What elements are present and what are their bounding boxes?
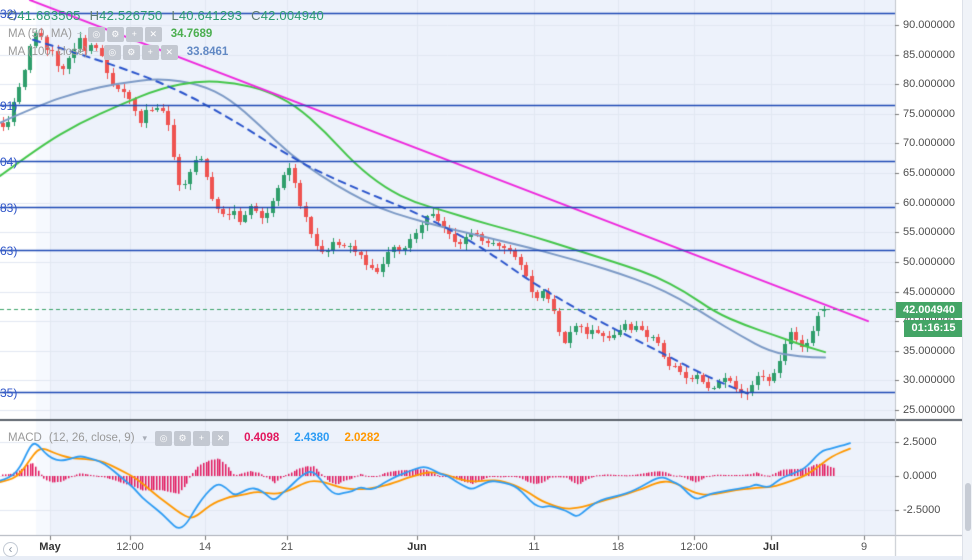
price-level-label: 32) <box>0 7 18 22</box>
open-label: O <box>7 8 18 23</box>
ma50-legend-row[interactable]: MA (50, MA) ~ ◎ ⚙ + ✕ 34.7689 <box>8 26 212 42</box>
time-tick-label: Jul <box>763 541 779 553</box>
add-icon[interactable]: + <box>193 430 211 446</box>
price-tick-label: 25.000000 <box>903 404 955 416</box>
time-tick-label: 11 <box>528 541 540 553</box>
macd-hist-value: 0.4098 <box>244 432 280 444</box>
price-level-label: 63) <box>0 244 18 259</box>
macd-tick-label: 2.5000 <box>903 436 937 449</box>
settings-icon[interactable]: ⚙ <box>174 430 192 446</box>
ma-line-icon: ~ <box>76 28 83 40</box>
price-tick-label: 50.000000 <box>903 255 955 268</box>
price-tick-label: 45.000000 <box>903 285 955 298</box>
macd-buttons: ◎ ⚙ + ✕ <box>155 430 230 446</box>
price-level-label: 35) <box>0 386 18 401</box>
settings-icon[interactable]: ⚙ <box>106 26 124 42</box>
ma100-buttons: ◎ ⚙ + ✕ <box>103 44 178 60</box>
ma50-value: 34.7689 <box>170 28 213 40</box>
macd-tick-label: -2.5000 <box>903 503 941 516</box>
price-tick-label: 80.000000 <box>903 78 955 91</box>
time-tick-label: May <box>39 541 61 553</box>
macd-signal-value: 2.0282 <box>344 432 380 444</box>
add-icon[interactable]: + <box>141 44 159 60</box>
price-tick-label: 70.000000 <box>903 137 955 150</box>
ma100-label: MA (100, close) <box>8 46 88 58</box>
low-value: 40.641293 <box>178 8 243 23</box>
visibility-icon[interactable]: ◎ <box>103 44 121 60</box>
ma100-value: 33.8461 <box>186 46 229 58</box>
last-price-badge: 42.004940 <box>896 302 962 318</box>
high-value: 42.526750 <box>99 8 163 23</box>
time-tick-label: 12:00 <box>680 541 708 553</box>
remove-icon[interactable]: ✕ <box>160 44 178 60</box>
ohlc-header: O41.683505 H42.526750 L40.641293 C42.004940 <box>7 8 333 23</box>
price-tick-label: 35.000000 <box>903 344 955 357</box>
settings-icon[interactable]: ⚙ <box>122 44 140 60</box>
time-tick-label: Jun <box>407 541 427 553</box>
scrollbar[interactable] <box>962 0 972 560</box>
price-level-label: 91) <box>0 98 18 113</box>
visibility-icon[interactable]: ◎ <box>155 430 173 446</box>
remove-icon[interactable]: ✕ <box>212 430 230 446</box>
chevron-down-icon[interactable]: ▾ <box>142 432 148 443</box>
price-level-label: 04) <box>0 155 18 170</box>
macd-label: MACD <box>8 432 42 444</box>
time-tick-label: 12:00 <box>116 541 144 553</box>
remove-icon[interactable]: ✕ <box>144 26 162 42</box>
price-level-label: 83) <box>0 200 18 215</box>
close-label: C <box>251 8 261 23</box>
ma100-legend-row[interactable]: MA (100, close) ~ ◎ ⚙ + ✕ 33.8461 <box>8 44 228 60</box>
scrollbar-thumb[interactable] <box>965 483 971 531</box>
ma50-buttons: ◎ ⚙ + ✕ <box>87 26 162 42</box>
price-tick-label: 85.000000 <box>903 48 955 61</box>
high-label: H <box>89 8 100 23</box>
ma50-label: MA (50, MA) <box>8 28 72 40</box>
macd-tick-label: 0.0000 <box>903 470 937 482</box>
price-tick-label: 90.000000 <box>903 19 955 31</box>
price-tick-label: 65.000000 <box>903 167 955 180</box>
low-label: L <box>171 8 179 23</box>
price-tick-label: 75.000000 <box>903 107 955 120</box>
time-tick-label: 21 <box>280 541 294 553</box>
open-value: 41.683505 <box>17 8 81 23</box>
ma-line-icon: ~ <box>92 46 99 58</box>
macd-line-value: 2.4380 <box>294 432 330 444</box>
scroll-left-button[interactable]: ‹ <box>3 542 18 557</box>
bottom-strip <box>0 556 972 560</box>
close-value: 42.004940 <box>260 8 324 23</box>
time-tick-label: 18 <box>611 541 625 553</box>
time-tick-label: 14 <box>198 541 212 553</box>
macd-legend-row[interactable]: MACD (12, 26, close, 9) ▾ ◎ ⚙ + ✕ 0.4098 2.… <box>8 430 380 446</box>
time-tick-label: 9 <box>860 541 868 553</box>
price-tick-label: 30.000000 <box>903 374 955 387</box>
macd-params: (12, 26, close, 9) <box>48 432 135 444</box>
bar-countdown-badge: 01:16:15 <box>904 320 963 337</box>
visibility-icon[interactable]: ◎ <box>87 26 105 42</box>
price-tick-label: 55.000000 <box>903 226 955 239</box>
price-tick-label: 60.000000 <box>903 196 955 209</box>
add-icon[interactable]: + <box>125 26 143 42</box>
